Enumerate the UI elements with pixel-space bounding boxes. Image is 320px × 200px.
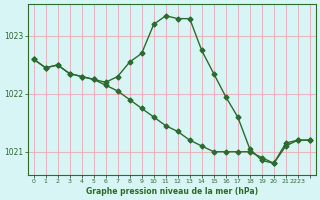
- X-axis label: Graphe pression niveau de la mer (hPa): Graphe pression niveau de la mer (hPa): [86, 187, 258, 196]
